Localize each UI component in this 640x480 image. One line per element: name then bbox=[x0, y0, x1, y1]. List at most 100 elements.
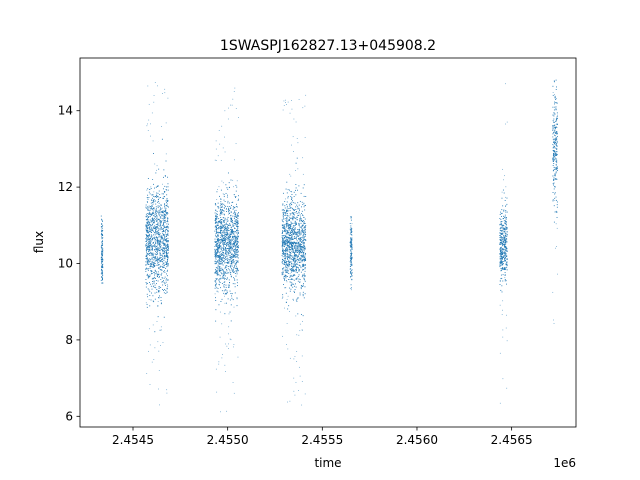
data-point bbox=[292, 241, 294, 243]
data-point bbox=[230, 211, 232, 213]
data-point bbox=[349, 242, 351, 244]
data-point bbox=[284, 240, 285, 242]
data-point bbox=[294, 214, 295, 216]
data-point bbox=[283, 224, 285, 226]
data-point bbox=[506, 262, 508, 264]
data-point bbox=[154, 225, 156, 227]
x-tick-label: 2.4560 bbox=[396, 433, 438, 447]
data-point bbox=[215, 254, 217, 256]
data-point bbox=[148, 244, 150, 246]
data-point bbox=[285, 241, 287, 243]
data-point bbox=[282, 250, 283, 252]
data-point bbox=[506, 247, 508, 249]
data-point bbox=[287, 241, 289, 243]
data-point bbox=[152, 295, 154, 297]
data-point bbox=[554, 124, 556, 126]
data-point bbox=[163, 292, 165, 294]
data-point bbox=[228, 237, 230, 239]
data-point bbox=[292, 298, 294, 300]
data-point bbox=[505, 256, 506, 258]
data-point-outlier bbox=[146, 267, 148, 269]
data-point bbox=[166, 244, 168, 246]
data-point bbox=[154, 253, 156, 255]
data-point bbox=[229, 270, 231, 272]
data-point bbox=[350, 272, 352, 274]
data-point-outlier bbox=[148, 350, 149, 352]
data-point-outlier bbox=[304, 267, 306, 268]
data-point bbox=[153, 245, 155, 247]
data-point bbox=[215, 257, 216, 259]
data-point bbox=[282, 209, 284, 211]
data-point bbox=[160, 245, 162, 247]
data-point bbox=[503, 238, 504, 240]
data-point bbox=[231, 255, 233, 257]
data-point bbox=[350, 262, 352, 264]
data-point bbox=[163, 262, 165, 264]
data-point bbox=[554, 173, 556, 175]
data-point bbox=[225, 241, 226, 243]
data-point bbox=[220, 251, 222, 253]
data-point bbox=[219, 243, 221, 245]
data-point bbox=[300, 222, 302, 224]
data-point bbox=[146, 231, 148, 233]
data-point bbox=[214, 260, 216, 262]
data-point bbox=[215, 216, 217, 218]
data-point-outlier bbox=[154, 82, 156, 83]
data-point bbox=[226, 248, 228, 250]
data-point bbox=[500, 247, 501, 249]
data-point bbox=[282, 227, 284, 229]
data-point bbox=[219, 266, 221, 268]
data-point bbox=[232, 259, 234, 261]
data-point-outlier bbox=[232, 382, 234, 383]
data-point bbox=[153, 264, 155, 266]
data-point bbox=[288, 236, 290, 238]
data-point bbox=[234, 237, 236, 239]
data-point bbox=[297, 242, 299, 244]
data-point bbox=[291, 198, 293, 200]
data-point bbox=[164, 185, 166, 187]
data-point bbox=[226, 278, 228, 280]
data-point-outlier bbox=[235, 237, 237, 239]
data-point-outlier bbox=[153, 278, 154, 280]
data-point-outlier bbox=[296, 361, 298, 362]
data-point-outlier bbox=[232, 98, 234, 100]
data-point bbox=[231, 231, 233, 233]
data-point bbox=[166, 226, 168, 228]
data-point-outlier bbox=[216, 391, 218, 393]
data-point bbox=[505, 241, 507, 243]
data-point bbox=[285, 262, 287, 264]
data-point bbox=[218, 269, 220, 271]
data-point bbox=[237, 229, 238, 231]
data-point bbox=[230, 234, 232, 235]
data-point bbox=[285, 214, 287, 216]
data-point bbox=[349, 266, 351, 267]
data-point bbox=[556, 178, 558, 180]
data-point-outlier bbox=[552, 291, 554, 293]
data-point bbox=[296, 256, 298, 258]
data-point bbox=[295, 194, 297, 196]
data-point bbox=[501, 249, 503, 251]
data-point bbox=[221, 236, 223, 237]
data-point bbox=[553, 113, 555, 115]
data-point bbox=[299, 233, 301, 235]
data-point bbox=[555, 153, 557, 154]
data-point bbox=[222, 220, 224, 222]
data-point-outlier bbox=[217, 155, 219, 157]
data-point bbox=[288, 226, 290, 228]
data-point bbox=[216, 273, 218, 274]
data-point bbox=[298, 229, 300, 231]
data-point bbox=[161, 242, 163, 244]
data-point bbox=[223, 284, 225, 285]
data-point-outlier bbox=[289, 227, 291, 229]
data-point bbox=[221, 204, 223, 206]
data-point bbox=[500, 262, 501, 264]
data-point bbox=[220, 258, 222, 260]
data-point bbox=[225, 227, 227, 229]
data-point-outlier bbox=[146, 125, 148, 127]
data-point bbox=[220, 219, 222, 221]
data-point-outlier bbox=[162, 183, 163, 185]
data-point bbox=[225, 251, 227, 253]
data-point bbox=[284, 253, 286, 255]
data-point bbox=[298, 224, 300, 226]
data-point bbox=[167, 186, 169, 188]
